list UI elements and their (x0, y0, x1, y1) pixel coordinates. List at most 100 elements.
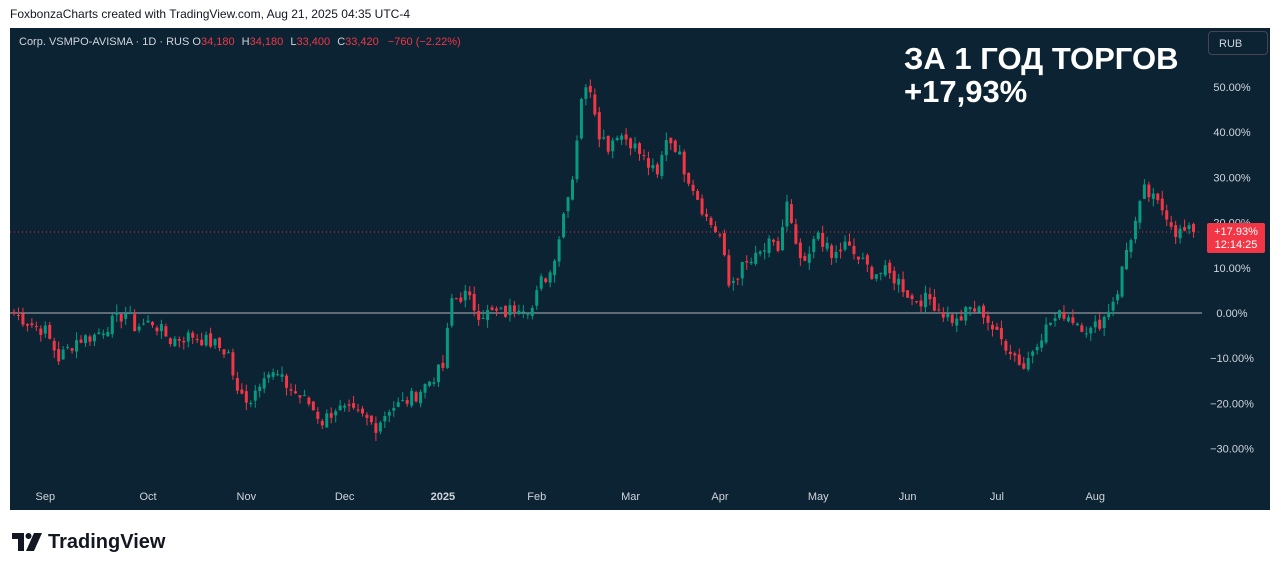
symbol-name: Corp. VSMPO-AVISMA · 1D · RUS (19, 36, 190, 48)
y-tick-label: −30.00% (1210, 444, 1254, 456)
candle (570, 176, 574, 201)
candle (888, 259, 892, 279)
candle (575, 135, 579, 183)
candle (865, 253, 869, 272)
currency-button[interactable]: RUB (1208, 31, 1268, 55)
low-label: L (290, 36, 297, 48)
candle (946, 306, 950, 322)
candle (990, 320, 994, 337)
candle (155, 325, 159, 336)
price-tag: +17.93%12:14:25 (1207, 222, 1265, 253)
candle (1044, 317, 1048, 345)
candle (454, 297, 458, 300)
candle (311, 401, 315, 411)
candle (803, 252, 807, 262)
candle (477, 303, 481, 326)
candle (298, 395, 302, 404)
candle (249, 400, 253, 408)
candle (280, 366, 284, 382)
candles-layer (12, 79, 1196, 441)
candle (1057, 309, 1061, 320)
candle (713, 221, 717, 234)
candle (405, 396, 409, 407)
x-tick-label: Jul (990, 491, 1004, 503)
candle (1187, 222, 1191, 235)
candle (1089, 326, 1093, 342)
candle (843, 235, 847, 252)
candle (839, 242, 843, 259)
candle (830, 243, 834, 265)
candle (539, 273, 543, 292)
candle (1120, 265, 1124, 299)
candle (39, 325, 43, 342)
candle (629, 137, 633, 156)
candle (1008, 344, 1012, 360)
candle (548, 270, 552, 288)
candle (1142, 179, 1146, 199)
candle (48, 321, 52, 340)
candle (75, 332, 79, 359)
candle (1174, 220, 1178, 245)
candle (360, 405, 364, 417)
candle (785, 194, 789, 232)
change-value: −760 (−2.22%) (387, 36, 461, 48)
candle (57, 341, 61, 365)
candle (825, 236, 829, 252)
candle (258, 383, 262, 398)
candle (602, 129, 606, 140)
candle (240, 383, 244, 395)
candle (1026, 351, 1030, 372)
candle (736, 277, 740, 286)
candle (691, 179, 695, 196)
annotation-line-2: +17,93% (904, 74, 1028, 109)
candle (52, 337, 56, 358)
candle (910, 293, 914, 306)
candle (66, 344, 70, 350)
candle (673, 139, 677, 153)
candle (486, 304, 490, 329)
candle (964, 305, 968, 326)
candle (432, 377, 436, 387)
tradingview-logo[interactable]: TradingView (12, 530, 165, 554)
candle (633, 137, 637, 152)
candle (61, 346, 65, 361)
chart-area[interactable]: 50.00%40.00%30.00%20.00%10.00%0.00%−10.0… (10, 28, 1270, 510)
candle (133, 309, 137, 332)
high-value: 34,180 (249, 36, 284, 48)
high-label: H (241, 36, 250, 48)
candle (870, 265, 874, 281)
candle (70, 347, 74, 354)
candle (955, 313, 959, 333)
candle (1013, 351, 1017, 362)
candle (772, 238, 776, 246)
candle (204, 331, 208, 348)
candle (334, 408, 338, 423)
candle (1138, 199, 1142, 230)
candle (209, 327, 213, 349)
candle (807, 246, 811, 270)
candle (848, 233, 852, 246)
candle (705, 208, 709, 222)
candle (597, 106, 601, 148)
candle (387, 409, 391, 423)
y-tick-label: 30.00% (1213, 172, 1251, 184)
candle (1049, 322, 1053, 327)
candle (557, 236, 561, 267)
candle (1192, 222, 1196, 238)
candle (638, 141, 642, 161)
candle (383, 411, 387, 429)
candle (718, 232, 722, 238)
candle (106, 326, 110, 338)
candle (396, 397, 400, 408)
candle (1084, 326, 1088, 338)
candle (968, 306, 972, 316)
candle (137, 323, 141, 333)
chart-attribution: FoxbonzaCharts created with TradingView.… (10, 7, 411, 21)
candle (1116, 290, 1120, 305)
candle (696, 188, 700, 201)
candle (526, 312, 530, 320)
tradingview-logo-icon (12, 533, 42, 551)
low-value: 33,400 (296, 36, 331, 48)
candle (97, 328, 101, 335)
candle (369, 415, 373, 425)
